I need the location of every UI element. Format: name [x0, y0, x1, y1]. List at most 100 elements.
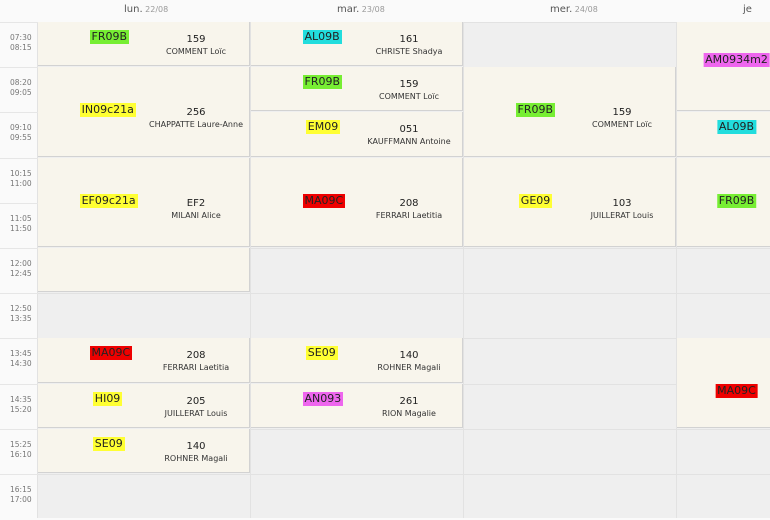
lesson-block[interactable]: MA09C: [677, 338, 770, 428]
room-number: 159: [186, 34, 206, 45]
slot-start: 08:20: [10, 78, 32, 88]
time-slot: 07:30 08:15: [0, 22, 38, 67]
lesson-block[interactable]: FR09B 159 COMMENT Loïc: [251, 67, 463, 112]
class-badge: MA09C: [89, 346, 133, 361]
teacher-name: CHRISTE Shadya: [375, 47, 443, 56]
day-name: mar.: [337, 4, 360, 15]
lesson-block[interactable]: IN09c21a 256 CHAPPATTE Laure-Anne: [38, 67, 250, 157]
slot-end: 14:30: [10, 359, 32, 369]
teacher-name: JUILLERAT Louis: [590, 210, 654, 220]
class-badge: GE09: [518, 193, 553, 208]
column-divider: [676, 22, 677, 518]
room-number: 159: [399, 79, 419, 91]
slot-start: 12:50: [10, 304, 32, 314]
lesson-block[interactable]: AL09B 161 CHRISTE Shadya: [251, 22, 463, 67]
room-number: 103: [612, 197, 632, 209]
room-number: 159: [612, 107, 632, 119]
column-divider: [250, 22, 251, 518]
lesson-block[interactable]: EM09 051 KAUFFMANN Antoine: [251, 112, 463, 157]
day-name: lun.: [124, 4, 143, 15]
class-badge: HI09: [92, 391, 123, 406]
teacher-name: ROHNER Magali: [164, 453, 228, 463]
lesson-block[interactable]: FR09B: [677, 157, 770, 247]
slot-start: 07:30: [10, 33, 32, 42]
lesson-block[interactable]: [38, 248, 250, 293]
day-date: 22/08: [142, 5, 169, 14]
lesson-block[interactable]: EF09c21a EF2 MILANI Alice: [38, 157, 250, 247]
column-divider: [37, 22, 38, 518]
row-divider: [0, 474, 770, 475]
room-number: 261: [399, 395, 419, 407]
time-slot: 15:25 16:10: [0, 428, 38, 474]
row-divider: [0, 428, 770, 430]
slot-start: 15:25: [10, 439, 32, 449]
day-date: 23/08: [359, 5, 385, 14]
room-number: 140: [399, 350, 419, 362]
teacher-name: ROHNER Magali: [377, 363, 441, 373]
slot-end: 09:05: [10, 88, 32, 98]
slot-end: 16:10: [10, 449, 32, 459]
room-number: 208: [399, 197, 419, 209]
class-badge: AM0934m2: [703, 53, 770, 68]
class-badge: FR09B: [515, 103, 556, 118]
class-badge: AN093: [302, 391, 344, 406]
lesson-block[interactable]: HI09 205 JUILLERAT Louis: [38, 383, 250, 428]
teacher-name: COMMENT Loïc: [592, 120, 652, 130]
class-badge: FR09B: [716, 193, 757, 208]
lesson-block[interactable]: AN093 261 RION Magalie: [251, 383, 463, 428]
room-number: 208: [186, 350, 206, 362]
room-number: 051: [399, 124, 419, 136]
day-header[interactable]: mer. 24/08: [550, 4, 598, 20]
slot-start: 09:10: [10, 123, 32, 133]
slot-end: 15:20: [10, 404, 32, 414]
slot-end: 17:00: [10, 495, 32, 504]
slot-end: 09:55: [10, 133, 32, 143]
day-header[interactable]: je: [743, 4, 752, 20]
lesson-block[interactable]: AM0934m2: [677, 22, 770, 112]
class-badge: EM09: [305, 120, 341, 135]
lesson-block[interactable]: FR09B 159 COMMENT Loïc: [464, 67, 676, 157]
time-slot: 14:35 15:20: [0, 383, 38, 429]
slot-start: 11:05: [10, 213, 32, 223]
teacher-name: FERRARI Laetitia: [375, 210, 443, 220]
slot-start: 13:45: [10, 349, 32, 359]
day-header[interactable]: mar. 23/08: [337, 4, 385, 20]
class-badge: SE09: [305, 346, 338, 361]
teacher-name: RION Magalie: [382, 408, 436, 418]
class-badge: EF09c21a: [79, 193, 138, 208]
class-badge: AL09B: [302, 30, 342, 44]
lesson-block[interactable]: SE09 140 ROHNER Magali: [38, 428, 250, 473]
day-name: je: [743, 4, 752, 15]
slot-start: 16:15: [10, 485, 32, 494]
day-date: 24/08: [572, 5, 598, 14]
day-name: mer.: [550, 4, 573, 15]
lesson-block[interactable]: GE09 103 JUILLERAT Louis: [464, 157, 676, 247]
lesson-block[interactable]: MA09C 208 FERRARI Laetitia: [38, 338, 250, 383]
teacher-name: MILANI Alice: [171, 210, 221, 220]
teacher-name: COMMENT Loïc: [379, 92, 439, 102]
time-slot: 13:45 14:30: [0, 338, 38, 383]
room-number: 140: [186, 440, 206, 452]
teacher-name: KAUFFMANN Antoine: [367, 137, 451, 147]
time-slot: 12:00 12:45: [0, 248, 38, 293]
lesson-block[interactable]: MA09C 208 FERRARI Laetitia: [251, 157, 463, 247]
slot-end: 11:50: [10, 223, 32, 233]
lesson-block[interactable]: FR09B 159 COMMENT Loïc: [38, 22, 250, 67]
time-slot: 11:05 11:50: [0, 202, 38, 248]
slot-end: 11:00: [10, 178, 32, 188]
class-badge: MA09C: [302, 193, 346, 208]
class-badge: FR09B: [302, 75, 343, 90]
day-header[interactable]: lun. 22/08: [124, 4, 168, 20]
class-badge: IN09c21a: [79, 103, 136, 118]
time-slot: 08:20 09:05: [0, 67, 38, 112]
teacher-name: FERRARI Laetitia: [162, 363, 230, 373]
time-slot: 10:15 11:00: [0, 157, 38, 203]
slot-start: 14:35: [10, 394, 32, 404]
lesson-block[interactable]: AL09B: [677, 112, 770, 157]
column-divider: [463, 22, 464, 518]
teacher-name: JUILLERAT Louis: [164, 408, 228, 418]
teacher-name: CHAPPATTE Laure-Anne: [148, 120, 244, 130]
lesson-block[interactable]: SE09 140 ROHNER Magali: [251, 338, 463, 383]
room-number: 161: [399, 34, 419, 45]
